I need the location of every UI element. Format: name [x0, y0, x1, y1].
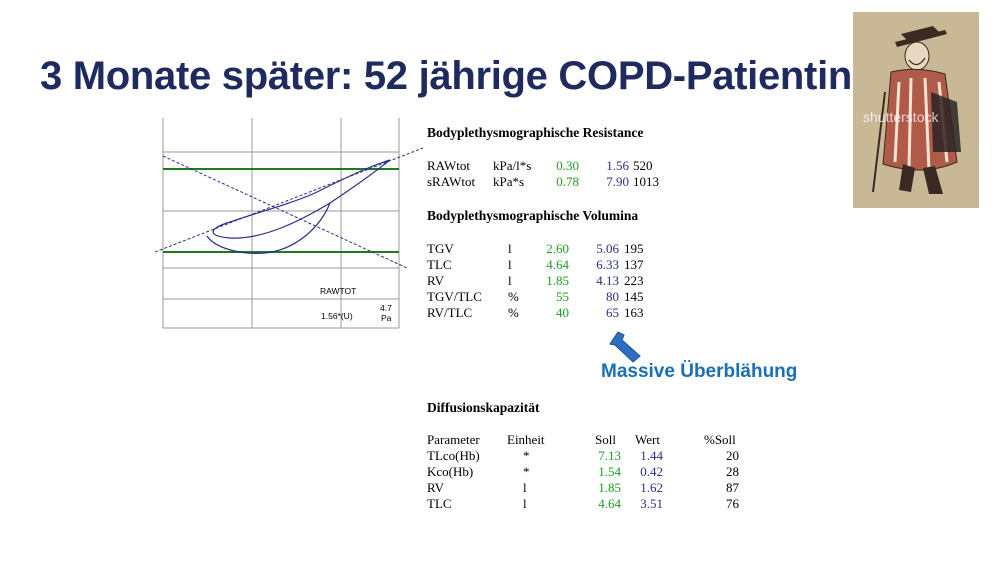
row-name: RAWtot: [427, 158, 471, 173]
row-soll: 4.64: [546, 257, 569, 272]
row-soll: 0.30: [556, 158, 579, 173]
row-soll: 1.85: [546, 273, 569, 288]
row-wert: 6.33: [596, 257, 619, 272]
row-name: TLC: [427, 496, 452, 511]
row-soll: 40: [556, 305, 569, 320]
col-percent: %Soll: [704, 432, 736, 447]
row-unit: %: [508, 305, 519, 320]
row-wert: 4.13: [596, 273, 619, 288]
row-unit: kPa*s: [493, 174, 525, 189]
row-wert: 65: [606, 305, 619, 320]
table-row: sRAWtot kPa*s 0.78 7.90 1013: [427, 174, 747, 190]
slide-title: 3 Monate später: 52 jährige COPD-Patient…: [40, 54, 853, 98]
row-name: TGV: [427, 241, 454, 256]
row-soll: 1.54: [598, 464, 621, 479]
row-percent: 28: [726, 464, 739, 479]
overinflation-annotation: Massive Überblähung: [601, 361, 798, 382]
row-soll: 7.13: [598, 448, 621, 463]
row-name: RV/TLC: [427, 305, 473, 320]
row-percent: 223: [624, 273, 644, 288]
chart-scale-value: 4.7: [380, 303, 392, 313]
chart-value-label: 1.56*(U): [321, 311, 353, 321]
row-percent: 163: [624, 305, 644, 320]
resistance-loop-chart: RAWTOT 1.56*(U) 4.7 Pa: [155, 118, 424, 329]
row-unit: l: [523, 496, 527, 511]
row-percent: 20: [726, 448, 739, 463]
row-unit: l: [508, 241, 512, 256]
row-soll: 55: [556, 289, 569, 304]
row-percent: 76: [726, 496, 739, 511]
table-row: TLco(Hb) * 7.13 1.44 20: [427, 448, 747, 464]
row-unit: *: [523, 448, 530, 463]
row-soll: 1.85: [598, 480, 621, 495]
diffusion-header-row: Parameter Einheit Soll Wert %Soll: [427, 432, 747, 448]
row-percent: 195: [624, 241, 644, 256]
row-unit: l: [508, 257, 512, 272]
row-percent: 87: [726, 480, 739, 495]
col-einheit: Einheit: [507, 432, 545, 447]
col-soll: Soll: [595, 432, 616, 447]
watermark-text: shutterstock: [863, 109, 939, 125]
col-wert: Wert: [635, 432, 660, 447]
volumina-heading: Bodyplethysmographische Volumina: [427, 208, 639, 223]
loop-lower-curve: [206, 202, 331, 254]
row-unit: %: [508, 289, 519, 304]
chart-label: RAWTOT: [320, 286, 356, 296]
table-row: RAWtot kPa/l*s 0.30 1.56 520: [427, 158, 747, 174]
chart-grid: [162, 118, 400, 329]
table-row: RV l 1.85 1.62 87: [427, 480, 747, 496]
row-wert: 80: [606, 289, 619, 304]
row-name: TGV/TLC: [427, 289, 482, 304]
row-soll: 0.78: [556, 174, 579, 189]
col-parameter: Parameter: [427, 432, 480, 447]
row-percent: 137: [624, 257, 644, 272]
row-unit: l: [508, 273, 512, 288]
row-soll: 2.60: [546, 241, 569, 256]
row-name: RV: [427, 480, 445, 495]
row-percent: 145: [624, 289, 644, 304]
row-name: Kco(Hb): [427, 464, 474, 479]
row-soll: 4.64: [598, 496, 621, 511]
table-row: TLC l 4.64 3.51 76: [427, 496, 747, 512]
row-unit: l: [523, 480, 527, 495]
row-name: RV: [427, 273, 445, 288]
row-percent: 520: [633, 158, 653, 173]
table-row: RV/TLC% 40 65 163: [427, 305, 747, 321]
table-row: RV l 1.85 4.13 223: [427, 273, 747, 289]
row-unit: kPa/l*s: [493, 158, 532, 173]
slope-line-rising: [155, 147, 424, 253]
resistance-heading: Bodyplethysmographische Resistance: [427, 125, 644, 140]
row-wert: 1.62: [640, 480, 663, 495]
chart-scale-unit: Pa: [381, 313, 392, 323]
table-row: TGV l 2.60 5.06 195: [427, 241, 747, 257]
table-row: TLC l 4.64 6.33 137: [427, 257, 747, 273]
row-wert: 1.44: [640, 448, 663, 463]
row-name: TLC: [427, 257, 452, 272]
row-wert: 7.90: [606, 174, 629, 189]
row-name: TLco(Hb): [427, 448, 480, 463]
table-row: TGV/TLC% 55 80 145: [427, 289, 747, 305]
table-row: Kco(Hb) * 1.54 0.42 28: [427, 464, 747, 480]
row-wert: 5.06: [596, 241, 619, 256]
loop-upper-curve: [212, 159, 391, 239]
row-name: sRAWtot: [427, 174, 476, 189]
diffusion-heading: Diffusionskapazität: [427, 400, 540, 415]
row-percent: 1013: [633, 174, 659, 189]
row-wert: 0.42: [640, 464, 663, 479]
arrow-up-icon: [609, 331, 641, 363]
row-unit: *: [523, 464, 530, 479]
illustration-image: shutterstock: [853, 12, 979, 208]
row-wert: 3.51: [640, 496, 663, 511]
row-wert: 1.56: [606, 158, 629, 173]
